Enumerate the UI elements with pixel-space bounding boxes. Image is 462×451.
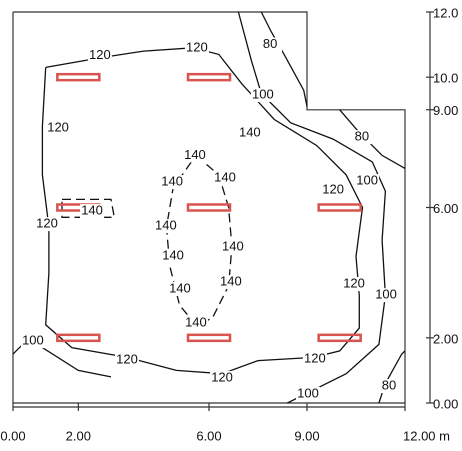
x-tick-label: 0.00 bbox=[0, 428, 25, 443]
y-tick-label: 12.0 bbox=[433, 5, 458, 20]
contour-label: 80 bbox=[382, 377, 396, 392]
contour-label: 140 bbox=[155, 218, 177, 233]
contour-label: 140 bbox=[161, 174, 183, 189]
chart: 1201208010012014080140140140120100140120… bbox=[0, 0, 462, 451]
contour-label: 120 bbox=[343, 276, 365, 291]
contour-line bbox=[238, 12, 385, 403]
contour-label: 140 bbox=[214, 170, 236, 185]
contour-label: 100 bbox=[22, 333, 44, 348]
lamp bbox=[319, 335, 361, 341]
contour-label: 120 bbox=[322, 182, 344, 197]
contour-label: 140 bbox=[162, 247, 184, 262]
contour-label: 120 bbox=[116, 351, 138, 366]
lamp bbox=[57, 335, 99, 341]
x-tick-label: 2.00 bbox=[66, 428, 91, 443]
contour-label: 120 bbox=[186, 40, 208, 55]
contour-label: 120 bbox=[89, 47, 111, 62]
contour-label: 140 bbox=[239, 125, 261, 140]
lamp bbox=[188, 74, 230, 80]
x-tick-label: 6.00 bbox=[196, 428, 221, 443]
contour-label: 120 bbox=[211, 369, 233, 384]
contour-label: 100 bbox=[252, 87, 274, 102]
y-tick-label: 10.0 bbox=[433, 71, 458, 86]
contour-label: 100 bbox=[297, 385, 319, 400]
contour-label: 140 bbox=[220, 274, 242, 289]
contour-label: 80 bbox=[263, 36, 277, 51]
contour-label: 120 bbox=[47, 119, 69, 134]
lamp bbox=[57, 74, 99, 80]
x-tick-label: 12.00 m bbox=[403, 428, 450, 443]
contour-label: 140 bbox=[222, 238, 244, 253]
contour-label: 100 bbox=[375, 287, 397, 302]
lamp bbox=[188, 335, 230, 341]
contour-label: 120 bbox=[36, 216, 58, 231]
room-outline bbox=[13, 12, 405, 403]
y-tick-label: 0.00 bbox=[433, 396, 458, 411]
y-tick-label: 9.00 bbox=[433, 103, 458, 118]
x-tick-label: 9.00 bbox=[294, 428, 319, 443]
contour-label: 140 bbox=[169, 280, 191, 295]
contour-label: 140 bbox=[81, 203, 103, 218]
lamp bbox=[188, 205, 230, 211]
contour-label: 80 bbox=[355, 129, 369, 144]
contour-label: 120 bbox=[304, 350, 326, 365]
contour-label: 140 bbox=[185, 315, 207, 330]
contour-label: 100 bbox=[356, 173, 378, 188]
y-tick-label: 6.00 bbox=[433, 201, 458, 216]
y-tick-label: 2.00 bbox=[433, 331, 458, 346]
lamp bbox=[319, 205, 361, 211]
contour-label: 140 bbox=[184, 147, 206, 162]
